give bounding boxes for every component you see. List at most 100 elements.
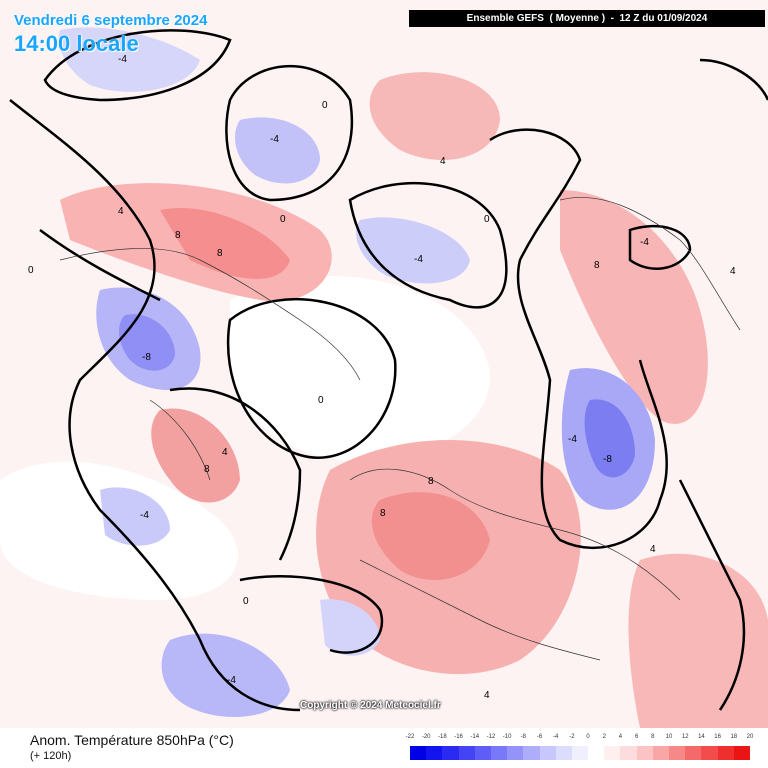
isotherm-label: 4 xyxy=(118,206,124,217)
color-scale-label: 18 xyxy=(730,734,738,740)
color-scale-label: 10 xyxy=(665,734,673,740)
color-scale-cell xyxy=(539,746,556,760)
neutral-zone-arctic xyxy=(230,276,490,462)
isotherm-label: 0 xyxy=(28,265,34,276)
isotherm-label: 4 xyxy=(730,266,736,277)
isotherm-label: 0 xyxy=(318,395,324,406)
contour-line xyxy=(699,58,768,101)
color-scale-label: 16 xyxy=(714,734,721,740)
isotherm-label: 4 xyxy=(650,544,656,555)
color-scale-label: -16 xyxy=(454,734,463,740)
color-scale-cell xyxy=(652,746,669,760)
contour-line xyxy=(169,387,302,561)
coastline xyxy=(359,559,601,661)
color-scale-label: -12 xyxy=(486,734,496,740)
coastline xyxy=(349,468,681,601)
parameter-title: Anom. Température 850hPa (°C) xyxy=(30,732,234,748)
color-scale-cell xyxy=(733,746,750,760)
cold-area-alaska xyxy=(235,117,320,184)
color-scale-cell xyxy=(458,746,475,760)
coastlines xyxy=(59,197,741,661)
warm-area-north-atlantic xyxy=(369,72,500,160)
color-scale-cell xyxy=(588,746,605,760)
isotherm-label: -4 xyxy=(227,675,236,686)
isotherm-label: 4 xyxy=(440,156,446,167)
cold-area-pacific-east xyxy=(100,487,170,546)
color-scale-cell xyxy=(474,746,491,760)
contour-line xyxy=(226,298,397,459)
color-scale-label: 2 xyxy=(602,734,606,740)
color-scale-labels: -22 -20 -18 -16 -14 -12 -10 -8 -6 -4 -2 0 2 4 6 8 10 12 14… xyxy=(406,734,754,744)
isotherm-label: 8 xyxy=(217,248,223,259)
color-scale-bar xyxy=(410,746,750,760)
isotherm-label: 8 xyxy=(428,476,434,487)
color-scale-label: -10 xyxy=(502,734,512,740)
contour-line xyxy=(225,65,354,202)
isotherm-label: -8 xyxy=(142,352,151,363)
color-scale-label: 4 xyxy=(618,734,623,740)
color-scale-label: -14 xyxy=(470,734,480,740)
contour-line xyxy=(348,181,508,309)
isotherm-label: 0 xyxy=(322,100,328,111)
warm-area-siberia xyxy=(560,190,708,424)
color-scale-cell xyxy=(571,746,589,760)
copyright-notice: Copyright © 2024 Meteociel.fr xyxy=(300,700,441,711)
isotherm-label: 4 xyxy=(484,690,490,701)
color-scale-cell xyxy=(507,746,524,760)
color-scale-cell xyxy=(410,746,427,760)
cold-area-pacific-south xyxy=(161,633,290,717)
footer: Anom. Température 850hPa (°C) (+ 120h) -… xyxy=(0,728,768,768)
coastline xyxy=(149,399,211,481)
isotherm-label: 0 xyxy=(484,214,490,225)
color-scale-cell xyxy=(426,746,443,760)
color-scale-cell xyxy=(442,746,459,760)
color-scale-cell xyxy=(604,746,621,760)
color-scale-label: 0 xyxy=(586,734,590,740)
contour-line xyxy=(239,575,384,654)
color-scale-cell xyxy=(523,746,540,760)
color-scale-label: -22 xyxy=(405,734,415,740)
color-scale-cell xyxy=(669,746,686,760)
contour-line xyxy=(628,224,692,270)
warm-area-canada-core xyxy=(160,208,290,279)
isotherm-label: 8 xyxy=(594,260,600,271)
color-scale-label: 14 xyxy=(698,734,705,740)
color-scale: -22 -20 -18 -16 -14 -12 -10 -8 -6 -4 -2 0 2 4 6 8 10 12 14… xyxy=(406,734,754,760)
color-scale-label: -4 xyxy=(553,734,559,740)
anomaly-map: -4 -4 -4 -8 -4 -8 -4 -4 -4 0 0 0 0 0 0 4… xyxy=(0,0,768,728)
cold-area-mongolia-core xyxy=(584,399,635,478)
isotherm-label: 4 xyxy=(222,447,228,458)
isotherm-label: -4 xyxy=(568,434,577,445)
isotherm-label: 8 xyxy=(204,464,210,475)
isotherm-label: -4 xyxy=(414,254,423,265)
color-scale-label: -20 xyxy=(421,734,431,740)
lead-time: (+ 120h) xyxy=(30,750,72,762)
contour-line xyxy=(9,99,301,712)
color-scale-cell xyxy=(717,746,734,760)
color-scale-label: -8 xyxy=(520,734,526,740)
warm-area-europe-core xyxy=(371,492,490,580)
warm-area-us-west xyxy=(151,408,240,503)
color-scale-cell xyxy=(636,746,653,760)
isotherm-labels: -4 -4 -4 -8 -4 -8 -4 -4 -4 0 0 0 0 0 0 4… xyxy=(28,54,736,701)
contour-line xyxy=(43,29,232,102)
model-run-banner: Ensemble GEFS ( Moyenne ) - 12 Z du 01/0… xyxy=(409,10,765,27)
color-scale-cell xyxy=(490,746,508,760)
contour-line xyxy=(39,228,161,302)
color-scale-label: 8 xyxy=(651,734,655,740)
color-scale-cell xyxy=(685,746,702,760)
color-scale-cell xyxy=(701,746,718,760)
isotherm-label: 8 xyxy=(175,230,181,241)
isotherm-label: 0 xyxy=(243,596,249,607)
isotherm-label: -4 xyxy=(640,237,649,248)
isotherm-label: 8 xyxy=(380,508,386,519)
color-scale-label: 12 xyxy=(681,734,689,740)
forecast-date: Vendredi 6 septembre 2024 xyxy=(14,12,208,29)
isotherm-label: -8 xyxy=(603,454,612,465)
contour-line xyxy=(678,479,746,711)
cold-area-atlantic-south xyxy=(320,599,380,656)
color-scale-label: -2 xyxy=(569,734,575,740)
contour-line xyxy=(489,128,668,550)
contour-lines xyxy=(9,29,768,712)
coastline xyxy=(559,197,741,331)
